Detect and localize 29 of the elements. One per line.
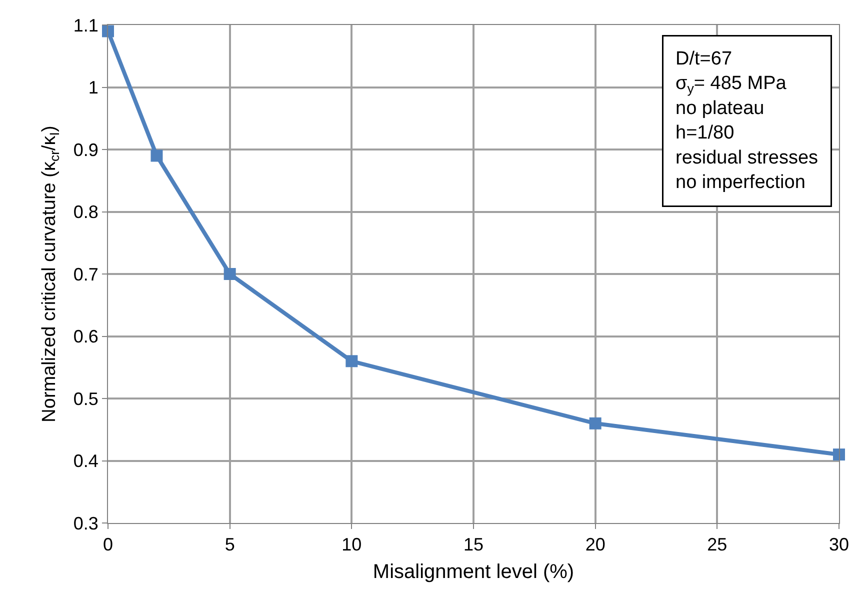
- point: [589, 417, 602, 430]
- y-tick-label: 0.6: [73, 326, 98, 347]
- point: [346, 355, 358, 368]
- x-tick-label: 15: [463, 534, 484, 555]
- y-tick-label: 0.5: [73, 388, 98, 409]
- annotation: residual stresses: [676, 147, 818, 168]
- y-tick-label: 0.8: [73, 202, 98, 222]
- y-tick-label: 0.3: [73, 513, 98, 534]
- y-tick-label: 0.7: [73, 264, 98, 284]
- x-tick-label: 30: [828, 534, 850, 555]
- annotation: D/t=67: [676, 48, 732, 70]
- y-tick-label: 1.1: [73, 15, 98, 36]
- annotation: h=1/80: [676, 122, 734, 144]
- x-tick-label: 20: [585, 534, 606, 555]
- x-tick-label: 25: [707, 534, 728, 555]
- y-tick-label: 1: [88, 78, 98, 98]
- x-tick-label: 5: [224, 534, 235, 555]
- point: [150, 150, 163, 162]
- point: [102, 25, 114, 38]
- x-axis-title: Misalignment level (%): [372, 561, 574, 584]
- y-tick-label: 0.9: [73, 140, 98, 160]
- point: [224, 268, 236, 280]
- annotation: no plateau: [676, 98, 764, 119]
- point: [833, 448, 845, 461]
- x-tick-label: 10: [342, 534, 362, 555]
- x-tick-label: 0: [102, 534, 114, 555]
- annotation: no imperfection: [676, 172, 806, 193]
- y-tick-label: 0.4: [73, 451, 98, 472]
- annotation: σ$_{y}$= 485 MPa: [676, 73, 787, 96]
